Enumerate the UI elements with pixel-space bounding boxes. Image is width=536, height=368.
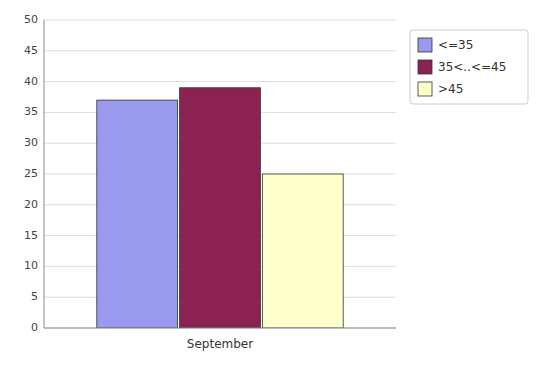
y-ticks: 0 5 10 15 20 25 30 35 40 45 50 [24,13,38,334]
y-tick-label: 25 [24,167,38,180]
legend-box [410,30,528,104]
y-axis-line [44,20,45,328]
chart-container: 0 5 10 15 20 25 30 35 40 45 50 September <=35 35<..<=… [0,0,536,368]
legend-label: >45 [438,82,463,96]
y-tick-label: 50 [24,13,38,26]
legend-swatch [418,82,432,96]
legend: <=35 35<..<=45 >45 [410,30,528,104]
y-tick-label: 20 [24,198,38,211]
y-tick-label: 5 [31,290,38,303]
y-tick-label: 45 [24,44,38,57]
y-tick-label: 35 [24,105,38,118]
grid-line [44,20,396,21]
y-tick-label: 0 [31,321,38,334]
grid-line [44,328,396,329]
legend-label: <=35 [438,38,473,52]
legend-swatch [418,38,432,52]
y-tick-label: 40 [24,75,38,88]
grid [44,20,396,328]
y-tick-label: 10 [24,259,38,272]
y-tick-label: 30 [24,136,38,149]
y-tick-label: 15 [24,229,38,242]
bar [97,100,178,328]
x-tick-label: September [187,337,253,351]
bar [262,174,343,328]
x-axis-line [44,328,396,329]
bar [180,88,261,328]
x-ticks: September [187,337,253,351]
grid-line [44,50,396,51]
legend-swatch [418,60,432,74]
chart-svg: 0 5 10 15 20 25 30 35 40 45 50 September <=35 35<..<=… [0,0,536,368]
bars [97,88,343,328]
grid-line [44,81,396,82]
legend-label: 35<..<=45 [438,60,506,74]
